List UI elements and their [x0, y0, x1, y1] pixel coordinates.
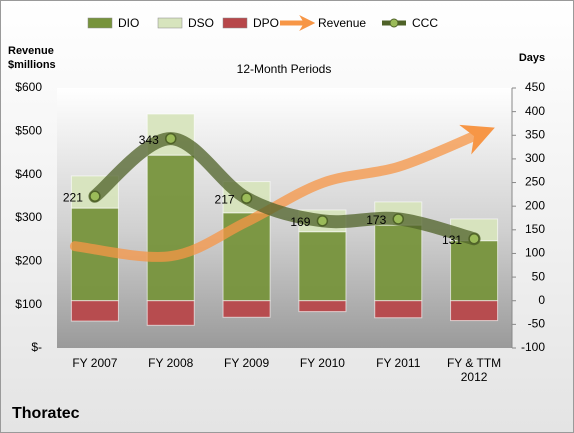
y2-tick-label: 400 [525, 104, 545, 118]
x-tick-label: FY 2008 [148, 356, 194, 370]
chart-title: 12-Month Periods [237, 62, 332, 76]
legend-swatch [87, 17, 113, 29]
bar-segment [450, 300, 499, 322]
legend-swatch [389, 18, 399, 28]
y-tick-label: $500 [15, 124, 42, 138]
y-tick-label: $- [31, 340, 42, 354]
y2-tick-label: 450 [525, 80, 545, 94]
bar-segment [298, 231, 347, 302]
y2-tick-label: 150 [525, 222, 545, 236]
x-tick-label: FY 2007 [72, 356, 118, 370]
legend-label: DPO [253, 16, 279, 30]
data-label: 221 [63, 190, 83, 204]
y2-tick-label: 300 [525, 151, 545, 165]
legend-label: DIO [118, 16, 139, 30]
bar-segment [222, 300, 271, 318]
data-label: 169 [290, 215, 310, 229]
y-axis-label: Revenue $millions [8, 45, 56, 71]
bar-segment [70, 300, 119, 322]
bar-segment [374, 300, 423, 319]
x-tick-label: FY 2010 [299, 356, 345, 370]
x-tick-label: FY & TTM 2012 [446, 356, 502, 384]
revenue-line [69, 124, 495, 262]
y2-tick-label: 250 [525, 175, 545, 189]
y2-axis-label: Days [519, 52, 545, 64]
y2-tick-label: 50 [532, 269, 546, 283]
y2-tick-label: -50 [528, 317, 546, 331]
legend-label: CCC [412, 16, 438, 30]
y2-tick-label: -100 [521, 340, 545, 354]
y-tick-label: $300 [15, 210, 42, 224]
data-label: 173 [366, 213, 386, 227]
x-tick-label: FY 2009 [224, 356, 270, 370]
ccc-point [392, 213, 404, 225]
bar-segment [146, 154, 195, 302]
ccc-point [240, 192, 253, 204]
ccc-point [316, 215, 329, 227]
data-label: 131 [442, 233, 462, 247]
bar-segment [298, 300, 347, 313]
legend-swatch [222, 17, 248, 29]
legend-label: Revenue [318, 16, 366, 30]
y-tick-label: $600 [15, 80, 42, 94]
company-name: Thoratec [12, 405, 80, 422]
bar-segment [146, 300, 195, 326]
legend-label: DSO [188, 16, 214, 30]
y2-tick-label: 350 [525, 127, 545, 141]
data-label: 217 [215, 192, 235, 206]
bar-segment [450, 240, 499, 302]
y2-tick-label: 100 [525, 246, 545, 260]
bar-segment [374, 224, 423, 302]
data-label: 343 [139, 133, 159, 147]
y2-tick-label: 0 [538, 293, 545, 307]
y-tick-label: $400 [15, 167, 42, 181]
y2-tick-label: 200 [525, 198, 545, 212]
ccc-point [468, 233, 480, 245]
ccc-point [165, 132, 177, 145]
x-tick-label: FY 2011 [376, 356, 421, 370]
y-tick-label: $100 [15, 297, 42, 311]
ccc-point [89, 190, 101, 203]
legend-swatch [157, 17, 183, 29]
y-tick-label: $200 [15, 254, 42, 268]
